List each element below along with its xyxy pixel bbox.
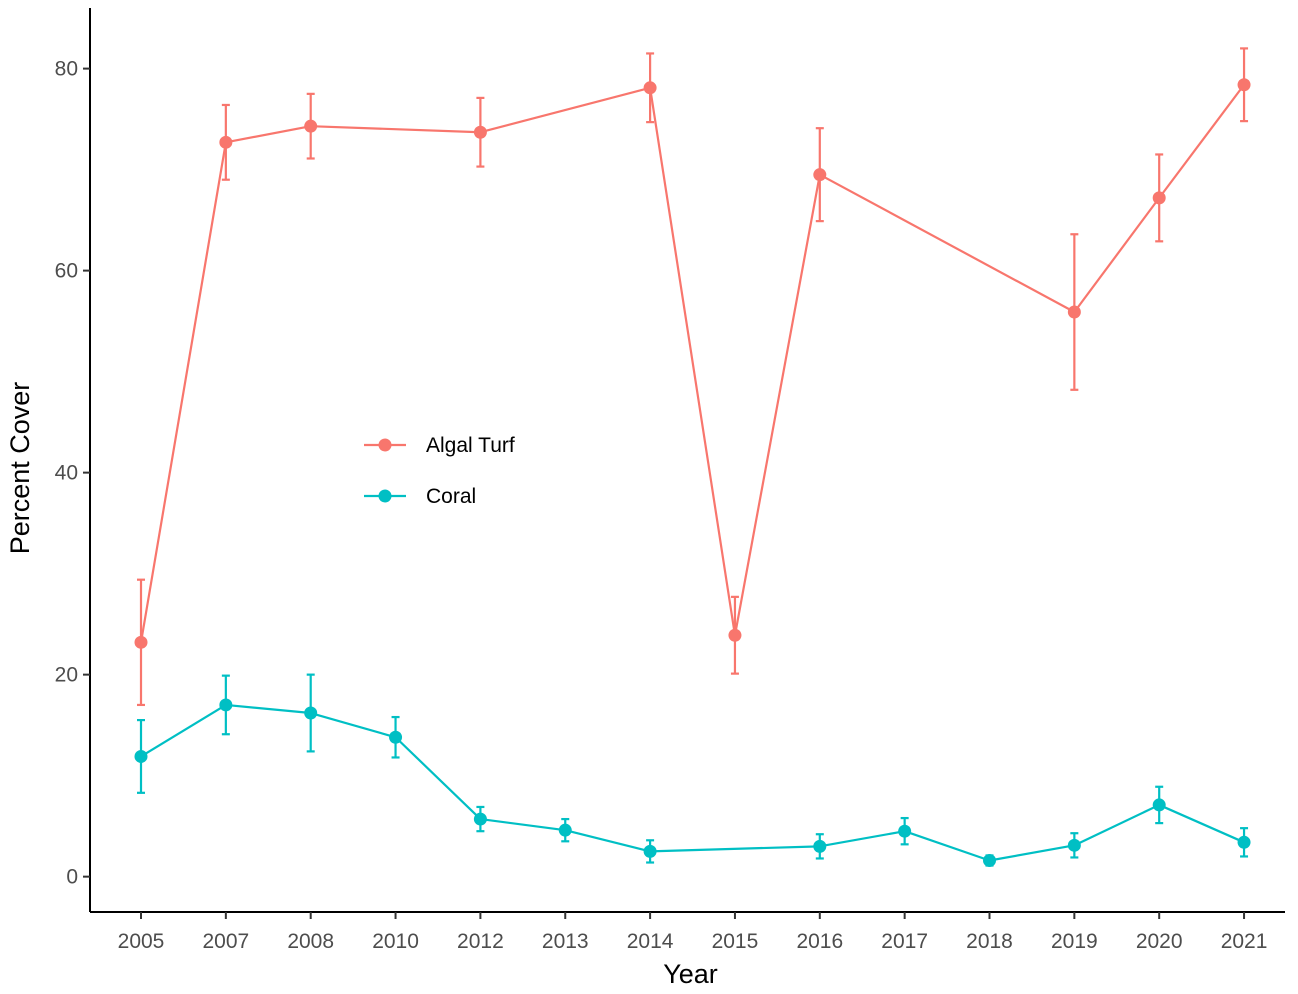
data-point	[728, 628, 742, 642]
legend: Algal Turf Coral	[364, 434, 515, 508]
data-point	[643, 81, 657, 95]
data-point	[643, 844, 657, 858]
x-tick-label: 2015	[712, 930, 759, 953]
data-point	[304, 706, 318, 720]
legend-item: Coral	[364, 485, 476, 508]
data-point	[558, 823, 572, 837]
legend-key-point	[378, 438, 392, 452]
series-coral	[134, 673, 1251, 867]
legend-key-point	[378, 489, 392, 503]
x-tick-label: 2007	[202, 930, 249, 953]
data-point	[473, 812, 487, 826]
series-line	[140, 703, 1245, 862]
y-ticks: 0 20 40 60 80	[55, 58, 90, 889]
x-tick-label: 2013	[542, 930, 589, 953]
x-tick-label: 2005	[118, 930, 165, 953]
data-point	[1152, 798, 1166, 812]
y-axis-title: Percent Cover	[5, 382, 35, 555]
x-tick-label: 2016	[796, 930, 843, 953]
x-tick-label: 2018	[966, 930, 1013, 953]
y-tick-label: 60	[55, 260, 78, 283]
legend-label: Coral	[426, 485, 476, 508]
y-tick-label: 80	[55, 58, 78, 81]
data-point	[134, 749, 148, 763]
x-tick-label: 2021	[1221, 930, 1268, 953]
x-tick-label: 2014	[627, 930, 674, 953]
data-point	[1152, 191, 1166, 205]
x-ticks: 2005 2007 2008 2010 2012 2013 2014 2015 2016 2017…	[118, 912, 1268, 953]
x-tick-label: 2010	[372, 930, 419, 953]
data-point	[983, 853, 996, 867]
x-tick-label: 2008	[287, 930, 334, 953]
data-point	[898, 824, 912, 838]
legend-item: Algal Turf	[364, 434, 515, 457]
data-point	[389, 730, 403, 744]
data-point	[134, 635, 148, 649]
data-point	[219, 135, 233, 149]
data-point	[219, 698, 233, 712]
x-tick-label: 2017	[881, 930, 928, 953]
x-axis-title: Year	[663, 959, 718, 989]
data-point	[473, 125, 487, 139]
y-tick-label: 40	[55, 462, 78, 485]
series	[134, 47, 1251, 867]
data-point	[1067, 838, 1081, 852]
data-point	[304, 119, 318, 133]
x-tick-label: 2020	[1136, 930, 1183, 953]
data-point	[1237, 78, 1251, 92]
data-point	[1237, 835, 1251, 849]
x-tick-label: 2019	[1051, 930, 1098, 953]
y-tick-label: 20	[55, 664, 78, 687]
data-point	[1067, 305, 1081, 319]
legend-label: Algal Turf	[426, 434, 515, 457]
data-point	[813, 168, 827, 182]
x-tick-label: 2012	[457, 930, 504, 953]
y-tick-label: 0	[66, 866, 78, 889]
data-point	[813, 839, 827, 853]
axes	[89, 8, 1285, 913]
series-algal-turf	[134, 47, 1251, 707]
series-line	[139, 84, 1245, 643]
